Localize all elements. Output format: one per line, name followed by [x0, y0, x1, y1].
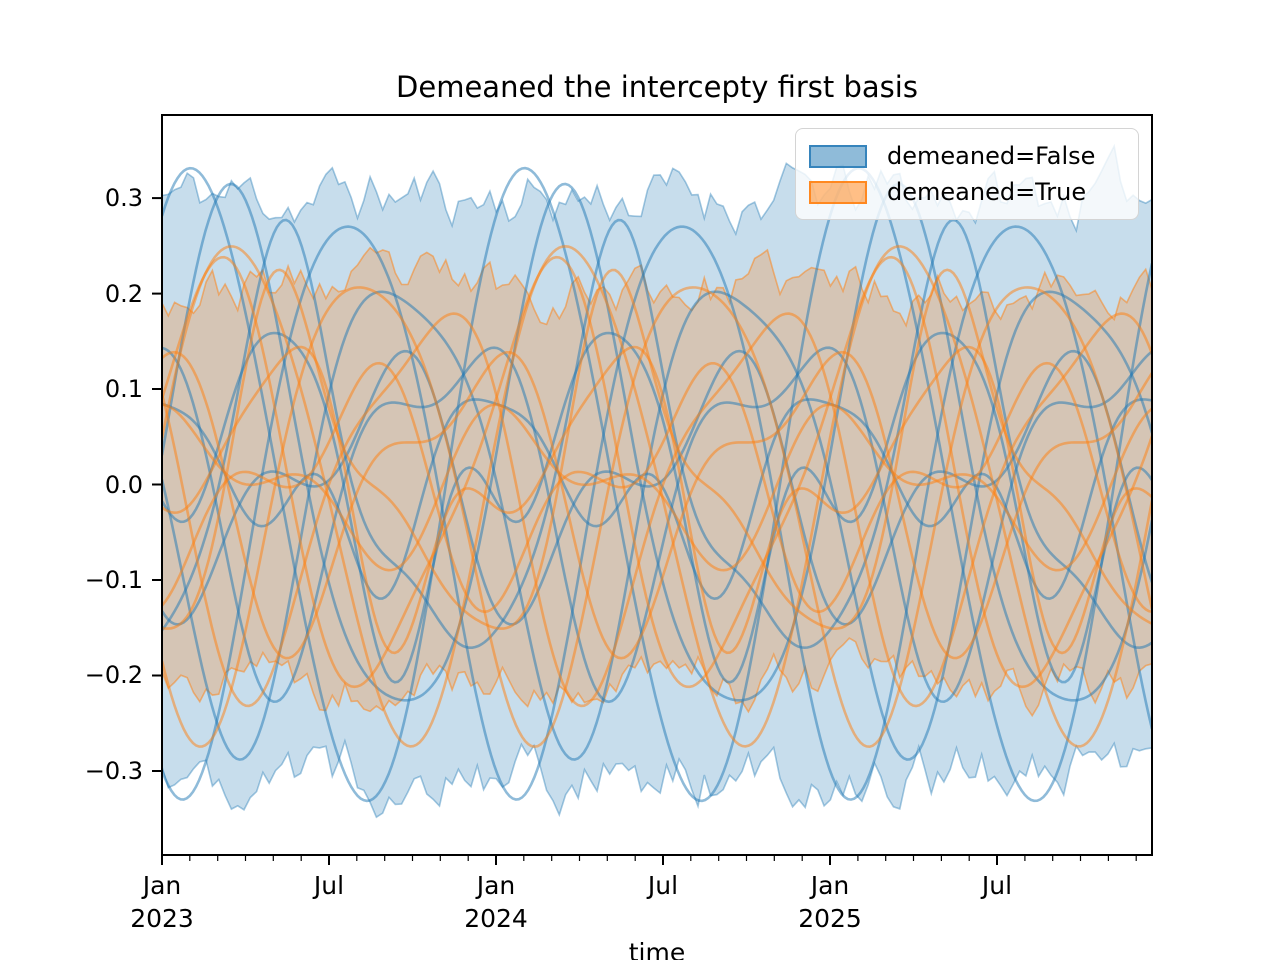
series-line-demeaned=True-8 [162, 403, 1152, 572]
legend-item-demeaned-false: demeaned=False [809, 139, 1138, 173]
legend-swatch-orange [809, 180, 867, 204]
y-tick-label: −0.1 [84, 566, 143, 594]
chart-title: Demeaned the intercepty first basis [396, 70, 918, 104]
y-tick-label: −0.3 [84, 756, 143, 785]
series-line-demeaned=False-5 [162, 346, 1152, 704]
x-axis-label: time [628, 938, 686, 960]
x-tick-label: Jan 2023 [130, 871, 194, 933]
series-line-demeaned=True-1 [162, 286, 1152, 749]
x-tick-label: Jul [647, 871, 679, 900]
legend-label-demeaned-false: demeaned=False [887, 142, 1096, 170]
y-tick-label: −0.2 [84, 661, 143, 690]
x-tick-label: Jan 2025 [798, 871, 862, 933]
legend: demeaned=False demeaned=True [795, 128, 1139, 220]
x-tick-label: Jul [981, 871, 1013, 900]
series-line-demeaned=True-7 [162, 361, 1152, 614]
y-tick-label: 0.3 [104, 184, 143, 213]
band-demeaned=False [162, 146, 1152, 818]
legend-swatch-blue [809, 144, 867, 168]
axes-spines [161, 114, 1153, 856]
series-line-demeaned=False-6 [162, 331, 1152, 684]
series-line-demeaned=True-4 [162, 268, 1152, 631]
series-line-demeaned=False-4 [162, 218, 1152, 650]
series-line-demeaned=True-6 [162, 345, 1152, 655]
y-tick-label: 0.1 [104, 375, 143, 404]
series-line-demeaned=False-2 [162, 182, 1152, 702]
series-line-demeaned=False-0 [162, 166, 1152, 803]
series-line-demeaned=False-1 [162, 225, 1152, 801]
x-tick-label: Jan 2024 [464, 871, 528, 933]
legend-item-demeaned-true: demeaned=True [809, 175, 1138, 209]
y-tick-label: 0.0 [104, 470, 143, 499]
series-line-demeaned=True-5 [162, 350, 1152, 660]
legend-label-demeaned-true: demeaned=True [887, 178, 1087, 206]
series-line-demeaned=True-3 [162, 312, 1152, 708]
x-tick-label: Jul [313, 871, 345, 900]
series-line-demeaned=True-2 [162, 255, 1152, 689]
y-tick-label: 0.2 [104, 279, 143, 308]
